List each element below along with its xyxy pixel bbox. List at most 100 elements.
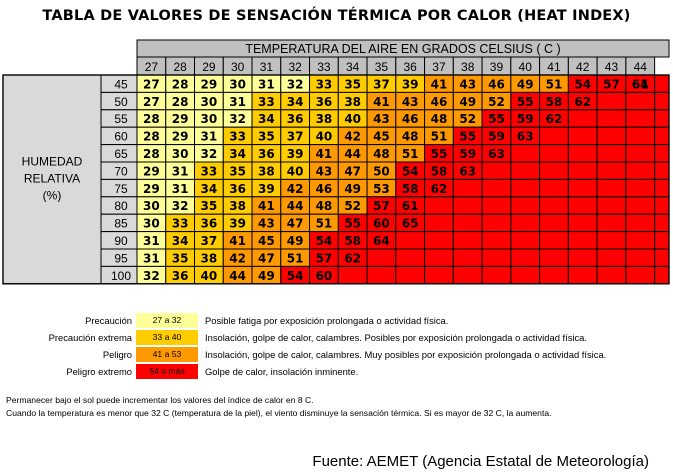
heat-cell-empty: [654, 126, 670, 146]
heat-value: 52: [488, 95, 505, 109]
heat-cell-empty: [654, 231, 670, 250]
heat-cell-empty: [567, 196, 598, 215]
humidity-label: 80: [114, 199, 128, 213]
heat-cell-empty: [424, 213, 454, 233]
yaxis-title-block: [2, 74, 102, 285]
heat-cell-empty: [481, 213, 512, 233]
heat-cell-empty: [654, 109, 670, 128]
heat-value: 57: [603, 77, 620, 91]
heat-cell-empty: [366, 265, 397, 285]
heat-value: 32: [287, 77, 304, 91]
heat-cell-empty: [654, 91, 670, 111]
heat-cell-empty: [510, 213, 541, 233]
heat-value: 29: [201, 77, 218, 91]
heat-cell-empty: [567, 231, 598, 250]
heat-value: 34: [201, 182, 218, 196]
heat-cell-empty: [539, 231, 569, 250]
heat-value: 30: [143, 217, 160, 231]
heat-value: 39: [287, 147, 304, 161]
heat-value: 27: [143, 95, 160, 109]
heat-value: 28: [172, 95, 189, 109]
humidity-label: 50: [114, 95, 128, 109]
heat-value: 44: [229, 269, 246, 283]
heat-value: 35: [172, 251, 189, 265]
heat-value: 43: [459, 77, 476, 91]
temp-header-label: 28: [173, 60, 187, 74]
heat-cell-empty: [625, 109, 656, 128]
heat-value: 51: [546, 77, 563, 91]
heat-value: 29: [172, 130, 189, 144]
heat-cell-empty: [481, 178, 512, 198]
heat-value: 45: [373, 130, 390, 144]
heat-value: 49: [517, 77, 534, 91]
heat-value: 36: [229, 182, 246, 196]
heat-cell-empty: [481, 196, 512, 215]
heat-cell-empty: [481, 231, 512, 250]
heat-value: 43: [316, 164, 333, 178]
heat-cell-empty: [539, 196, 569, 215]
heat-cell-empty: [539, 126, 569, 146]
heat-value: 36: [287, 112, 304, 126]
temp-header-label: 29: [202, 60, 216, 74]
temp-header-label: 39: [490, 60, 504, 74]
heat-cell-empty: [567, 178, 598, 198]
heat-cell-empty: [539, 265, 569, 285]
humidity-label: 95: [114, 251, 128, 265]
heat-value: 65: [402, 217, 419, 231]
source-credit: Fuente: AEMET (Agencia Estatal de Meteor…: [312, 453, 649, 470]
heat-value: 29: [143, 164, 160, 178]
heat-value: 40: [201, 269, 218, 283]
heat-value: 31: [201, 130, 218, 144]
heat-value: 31: [229, 95, 246, 109]
temp-header-label: 30: [231, 60, 245, 74]
temp-header-label: 33: [317, 60, 331, 74]
temp-header-label: 31: [260, 60, 274, 74]
heat-cell-empty: [452, 248, 483, 267]
heat-cell-empty: [654, 178, 670, 198]
humidity-label: 90: [114, 234, 128, 248]
heat-cell-empty: [395, 231, 426, 250]
heat-value: 62: [431, 182, 448, 196]
heat-value: 42: [229, 251, 246, 265]
heat-value: 37: [201, 234, 218, 248]
humidity-label: 60: [114, 130, 128, 144]
heat-value: 54: [287, 269, 304, 283]
heat-value: 63: [459, 164, 476, 178]
heat-value: 37: [373, 77, 390, 91]
heat-cell-empty: [596, 161, 627, 180]
heat-value: 53: [373, 182, 390, 196]
legend-description: Posible fatiga por exposición prolongada…: [205, 315, 449, 326]
heat-value: 33: [201, 164, 218, 178]
heat-value: 42: [344, 130, 361, 144]
heat-value: 54: [316, 234, 333, 248]
heat-cell-empty: [510, 248, 541, 267]
legend-row: Peligro extremo 54 o más Golpe de calor, i…: [0, 364, 673, 380]
yaxis-title-line: HUMEDAD: [22, 154, 83, 168]
heat-value: 62: [574, 95, 591, 109]
legend-label: Precaución: [85, 315, 132, 326]
heat-value: 30: [143, 199, 160, 213]
heat-value: 48: [431, 112, 448, 126]
heat-value: 43: [373, 112, 390, 126]
heat-value: 31: [258, 77, 275, 91]
heat-value: 33: [258, 95, 275, 109]
heat-value: 58: [546, 95, 563, 109]
humidity-label: 70: [114, 164, 128, 178]
humidity-label: 75: [114, 182, 128, 196]
heat-cell-empty: [424, 265, 454, 285]
heat-value: 49: [287, 234, 304, 248]
heat-value: 35: [344, 77, 361, 91]
heat-value: 42: [287, 182, 304, 196]
heat-cell-empty: [510, 144, 541, 163]
heat-cell-empty: [654, 161, 670, 180]
legend-swatch: 27 a 32: [136, 313, 198, 328]
heat-cell-empty: [625, 126, 656, 146]
heat-value: 62: [344, 251, 361, 265]
heat-value: 28: [143, 112, 160, 126]
heat-value: 49: [344, 182, 361, 196]
heat-cell-empty: [481, 161, 512, 180]
heat-value: 55: [517, 95, 534, 109]
heat-value: 46: [431, 95, 448, 109]
heat-value: 31: [172, 182, 189, 196]
heat-cell-empty: [539, 178, 569, 198]
